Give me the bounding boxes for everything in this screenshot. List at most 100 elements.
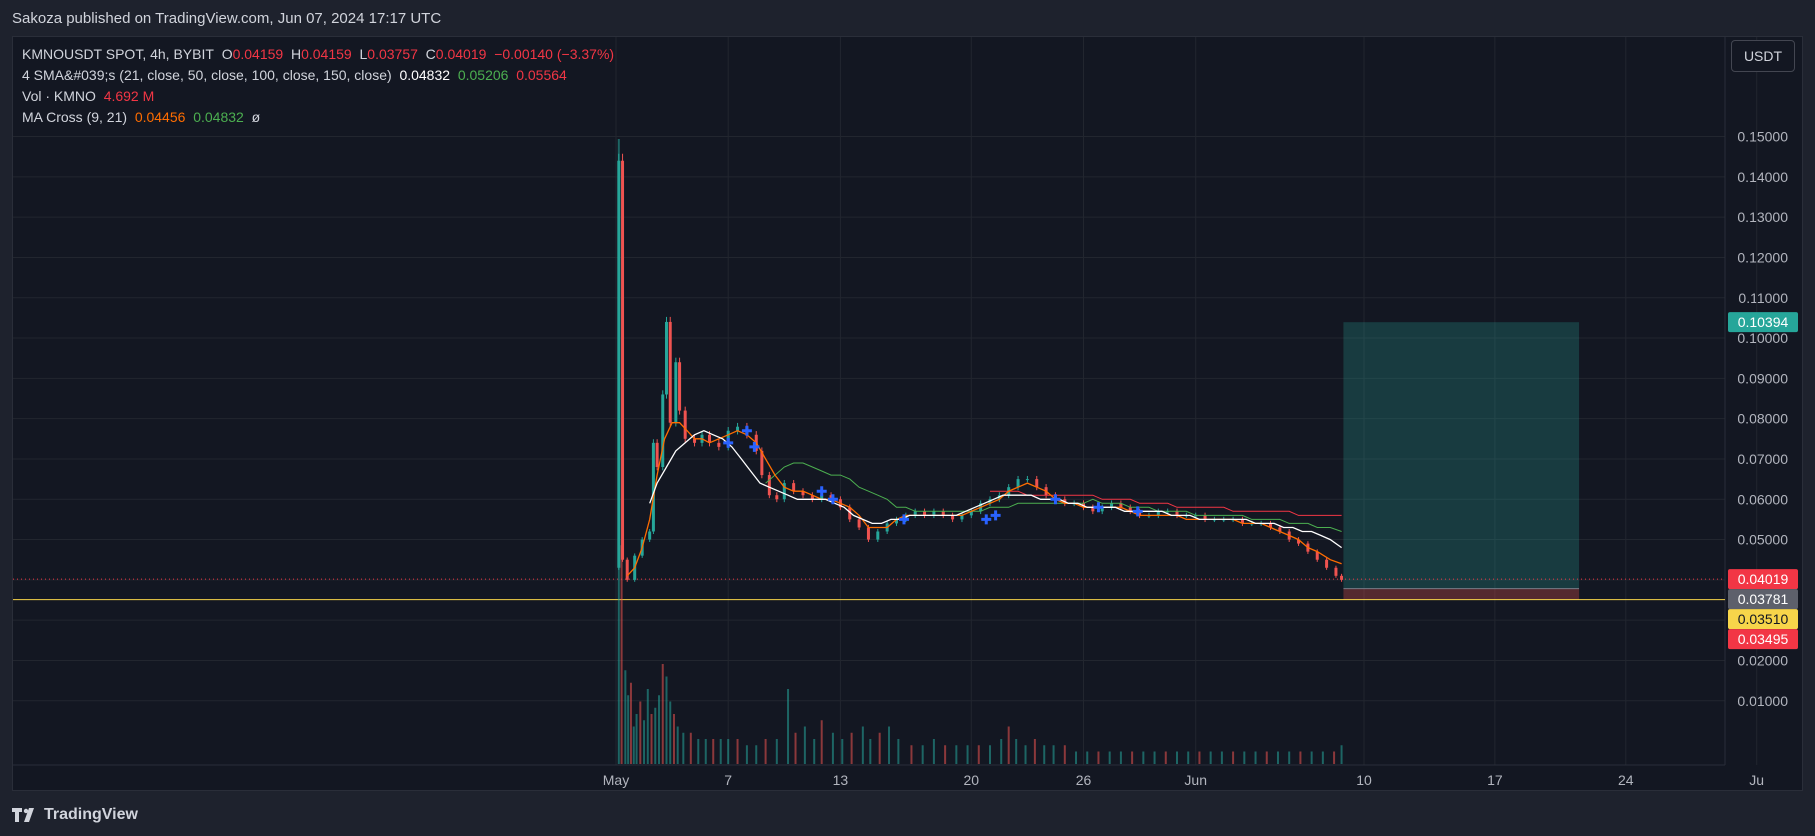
ma-cross-marker: [981, 514, 992, 525]
low-label: L: [359, 46, 368, 62]
volume-bar: [1033, 739, 1036, 764]
volume-bar: [658, 695, 661, 764]
candle-body: [913, 511, 917, 516]
volume-bar: [1097, 751, 1100, 764]
high-label: H: [290, 46, 302, 62]
tradingview-footer[interactable]: TradingView: [12, 802, 138, 828]
candle-body: [1166, 511, 1170, 513]
volume-bar: [944, 745, 947, 764]
volume-bar: [831, 732, 834, 764]
y-tick-label: 0.11000: [1738, 290, 1788, 306]
ma-cross-label: MA Cross (9, 21): [22, 109, 128, 125]
price-label-badge: [1728, 312, 1798, 333]
sma50-line: [765, 462, 1342, 532]
volume-bar: [661, 664, 664, 764]
volume-bar: [794, 732, 797, 764]
price-label-text: 0.03781: [1738, 591, 1789, 607]
volume-bar: [764, 739, 767, 764]
volume-bar: [669, 701, 672, 764]
candle-body: [760, 450, 764, 476]
long-position-stop-zone: [1343, 588, 1580, 600]
candle-body: [1100, 507, 1104, 512]
candle-body: [857, 519, 861, 528]
volume-bar: [1015, 739, 1018, 764]
sma100-line: [990, 490, 1342, 516]
candle-body: [1025, 479, 1029, 481]
ma-cross-value-3: ø: [251, 109, 261, 125]
candle-body: [941, 511, 945, 516]
y-tick-label: 0.01000: [1737, 693, 1788, 709]
volume-bar: [654, 707, 657, 764]
volume-bar: [727, 739, 730, 764]
volume-bar: [1052, 745, 1055, 764]
volume-bar: [1333, 751, 1336, 764]
price-label-badge: [1728, 609, 1798, 630]
change-value: −0.00140 (−3.37%): [494, 46, 615, 62]
ma-cross-marker: [723, 437, 734, 448]
x-tick-label: May: [603, 772, 629, 788]
volume-bar: [989, 745, 991, 764]
ohlc-row[interactable]: KMNOUSDT SPOT, 4h, BYBIT O0.04159 H0.041…: [22, 44, 614, 65]
candle-body: [1119, 503, 1123, 508]
volume-bar: [1142, 751, 1145, 764]
volume-bar: [897, 739, 900, 764]
close-label: C: [425, 46, 436, 62]
price-label-badge: [1728, 629, 1798, 650]
volume-bar: [689, 732, 692, 764]
ma-cross-marker: [816, 486, 827, 497]
volume-value: 4.692 M: [103, 88, 155, 104]
candle-body: [969, 511, 973, 516]
volume-bar: [624, 670, 627, 764]
candle-body: [736, 426, 740, 431]
volume-bar: [1063, 745, 1066, 764]
chart-frame[interactable]: 0.010000.020000.030000.040000.050000.060…: [12, 36, 1803, 791]
candle-body: [1269, 523, 1272, 528]
candle-body: [1297, 539, 1301, 544]
candle-body: [820, 495, 824, 500]
candle-body: [617, 160, 621, 568]
price-chart[interactable]: 0.010000.020000.030000.040000.050000.060…: [13, 37, 1803, 791]
price-label-text: 0.10394: [1738, 314, 1789, 330]
ma-cross-value-1: 0.04456: [134, 109, 186, 125]
price-label-badge: [1728, 569, 1798, 590]
ma-cross-marker: [1093, 502, 1104, 513]
candle-body: [1325, 559, 1329, 568]
sma-row[interactable]: 4 SMA&#039;s (21, close, 50, close, 100,…: [22, 65, 614, 86]
y-tick-label: 0.13000: [1737, 209, 1788, 225]
candle-body: [876, 531, 880, 540]
candle-body: [1315, 551, 1319, 560]
candle-body: [1340, 575, 1344, 580]
volume-bar: [775, 739, 778, 764]
candle-body: [792, 483, 796, 492]
candle-body: [1128, 507, 1132, 512]
candle-body: [932, 511, 936, 516]
ma-cross-row[interactable]: MA Cross (9, 21) 0.04456 0.04832 ø: [22, 107, 614, 128]
ma-cross-marker: [990, 510, 1001, 521]
candle-body: [1240, 519, 1244, 524]
volume-bar: [1007, 726, 1010, 764]
volume-bar: [955, 745, 958, 764]
x-tick-label: 17: [1487, 772, 1503, 788]
ma-cross-marker: [898, 514, 909, 525]
volume-bar: [1276, 751, 1279, 764]
footer-brand: TradingView: [44, 806, 138, 823]
volume-bar: [697, 739, 700, 764]
volume-bar: [676, 726, 679, 764]
low-value: 0.03757: [367, 46, 418, 62]
candle-body: [668, 321, 672, 423]
volume-row[interactable]: Vol · KMNO 4.692 M: [22, 86, 614, 107]
volume-bar: [966, 745, 969, 764]
ma-cross-marker: [741, 425, 752, 436]
candle-body: [923, 511, 927, 516]
long-position-target-zone: [1343, 322, 1580, 589]
volume-bar: [672, 714, 675, 764]
currency-button[interactable]: USDT: [1731, 40, 1795, 72]
ma-cross-marker: [827, 494, 838, 505]
volume-bar: [888, 726, 891, 764]
x-tick-label: 26: [1076, 772, 1092, 788]
candle-body: [693, 438, 697, 443]
volume-bar: [1187, 751, 1190, 764]
ma-cross-marker: [1050, 494, 1061, 505]
volume-bar: [1086, 751, 1089, 764]
candle-body: [625, 559, 629, 580]
